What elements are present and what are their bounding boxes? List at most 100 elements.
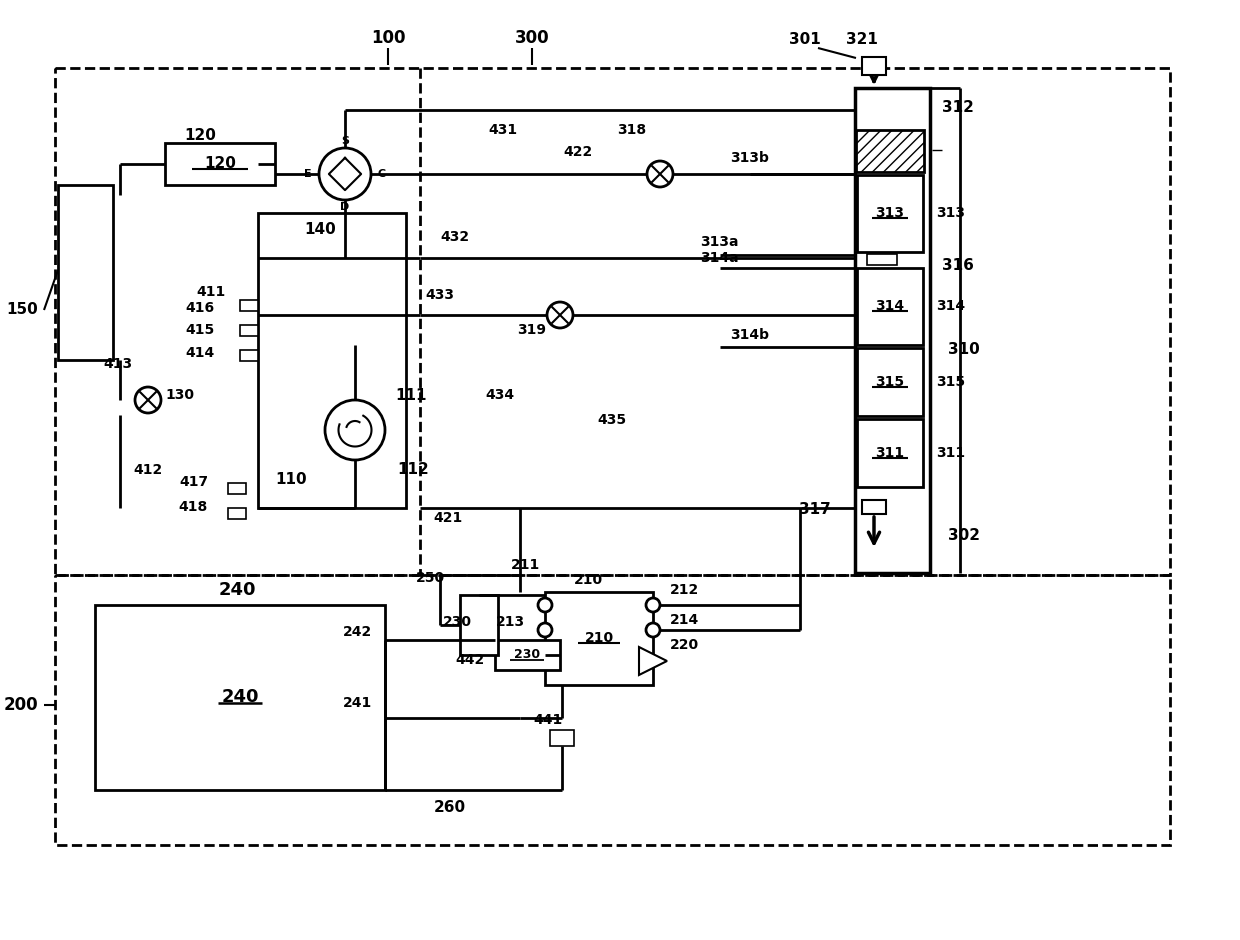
Text: 313a: 313a <box>701 235 739 249</box>
Bar <box>460 595 498 655</box>
Bar <box>228 508 246 519</box>
Text: 442: 442 <box>456 653 485 667</box>
Circle shape <box>646 598 660 612</box>
Bar <box>241 350 258 361</box>
Bar <box>241 325 258 336</box>
Text: S: S <box>341 136 348 146</box>
Text: 242: 242 <box>342 625 372 639</box>
Text: 434: 434 <box>485 388 515 402</box>
Text: 422: 422 <box>563 145 593 159</box>
Text: 110: 110 <box>275 473 308 488</box>
Text: 313: 313 <box>936 206 965 220</box>
Text: 314a: 314a <box>701 251 739 265</box>
Circle shape <box>547 302 573 328</box>
Bar <box>55 68 1171 575</box>
Bar <box>856 88 930 573</box>
Circle shape <box>647 161 673 187</box>
Text: 421: 421 <box>433 511 463 525</box>
Text: 432: 432 <box>440 230 470 244</box>
Bar <box>165 143 275 185</box>
Text: 210: 210 <box>584 631 614 645</box>
Text: 140: 140 <box>304 223 336 238</box>
Bar <box>495 640 560 670</box>
Text: 111: 111 <box>396 387 427 402</box>
Text: 314b: 314b <box>730 328 769 342</box>
Text: 435: 435 <box>598 413 626 427</box>
Text: 301: 301 <box>789 33 821 48</box>
Text: 150: 150 <box>6 303 38 318</box>
Text: 212: 212 <box>670 583 699 597</box>
Text: 314: 314 <box>875 299 904 313</box>
Text: 431: 431 <box>489 123 517 137</box>
Text: 415: 415 <box>186 323 215 337</box>
Text: 230: 230 <box>513 649 541 662</box>
Bar <box>58 185 113 360</box>
Text: 418: 418 <box>179 500 208 514</box>
Text: 300: 300 <box>515 29 549 47</box>
Text: 240: 240 <box>221 688 259 706</box>
Bar <box>95 605 384 790</box>
Text: 213: 213 <box>496 615 525 629</box>
Text: 241: 241 <box>342 696 372 710</box>
Text: 240: 240 <box>218 581 255 599</box>
Text: 311: 311 <box>875 446 904 460</box>
Text: 220: 220 <box>670 638 699 652</box>
Bar <box>862 500 887 514</box>
Text: 250: 250 <box>415 571 445 585</box>
Circle shape <box>538 623 552 637</box>
Text: 310: 310 <box>949 342 980 357</box>
Text: 313b: 313b <box>730 151 769 165</box>
Text: 120: 120 <box>184 129 216 144</box>
Text: 312: 312 <box>942 101 973 116</box>
Text: 311: 311 <box>936 446 965 460</box>
Bar <box>258 213 405 508</box>
Text: 316: 316 <box>942 258 973 273</box>
Circle shape <box>319 148 371 200</box>
Text: 230: 230 <box>443 615 472 629</box>
Bar <box>857 348 923 416</box>
Text: 433: 433 <box>425 288 455 302</box>
Bar <box>856 130 924 172</box>
Text: 441: 441 <box>533 713 563 727</box>
Bar <box>546 592 653 685</box>
Text: 314: 314 <box>936 299 965 313</box>
Bar <box>867 254 897 265</box>
Bar <box>857 175 923 252</box>
Text: 214: 214 <box>670 613 699 627</box>
Bar <box>55 575 1171 845</box>
Text: 200: 200 <box>4 696 38 714</box>
Text: 313: 313 <box>875 206 904 220</box>
Text: 411: 411 <box>197 285 226 299</box>
Text: 321: 321 <box>846 33 878 48</box>
Bar <box>228 483 246 494</box>
Text: 414: 414 <box>186 346 215 360</box>
Text: 112: 112 <box>397 462 429 478</box>
Text: 319: 319 <box>517 323 547 337</box>
Text: 100: 100 <box>371 29 405 47</box>
Text: 120: 120 <box>205 156 236 171</box>
Text: 130: 130 <box>165 388 193 402</box>
Text: 210: 210 <box>573 573 603 587</box>
Text: 260: 260 <box>434 801 466 816</box>
Bar <box>857 419 923 487</box>
Circle shape <box>538 598 552 612</box>
Text: 315: 315 <box>875 375 904 389</box>
Circle shape <box>135 387 161 413</box>
Text: 302: 302 <box>949 527 980 542</box>
Text: 317: 317 <box>799 503 831 518</box>
Text: 412: 412 <box>133 463 162 477</box>
Polygon shape <box>639 647 667 675</box>
Bar <box>862 57 887 75</box>
Text: 318: 318 <box>618 123 646 137</box>
Bar <box>551 730 574 746</box>
Text: 413: 413 <box>104 357 133 371</box>
Text: C: C <box>378 169 386 179</box>
Text: D: D <box>340 202 350 212</box>
Circle shape <box>325 400 384 460</box>
Bar <box>241 300 258 311</box>
Text: 416: 416 <box>186 301 215 315</box>
Text: E: E <box>304 169 312 179</box>
Text: 315: 315 <box>936 375 965 389</box>
Text: 211: 211 <box>511 558 539 572</box>
Circle shape <box>646 623 660 637</box>
